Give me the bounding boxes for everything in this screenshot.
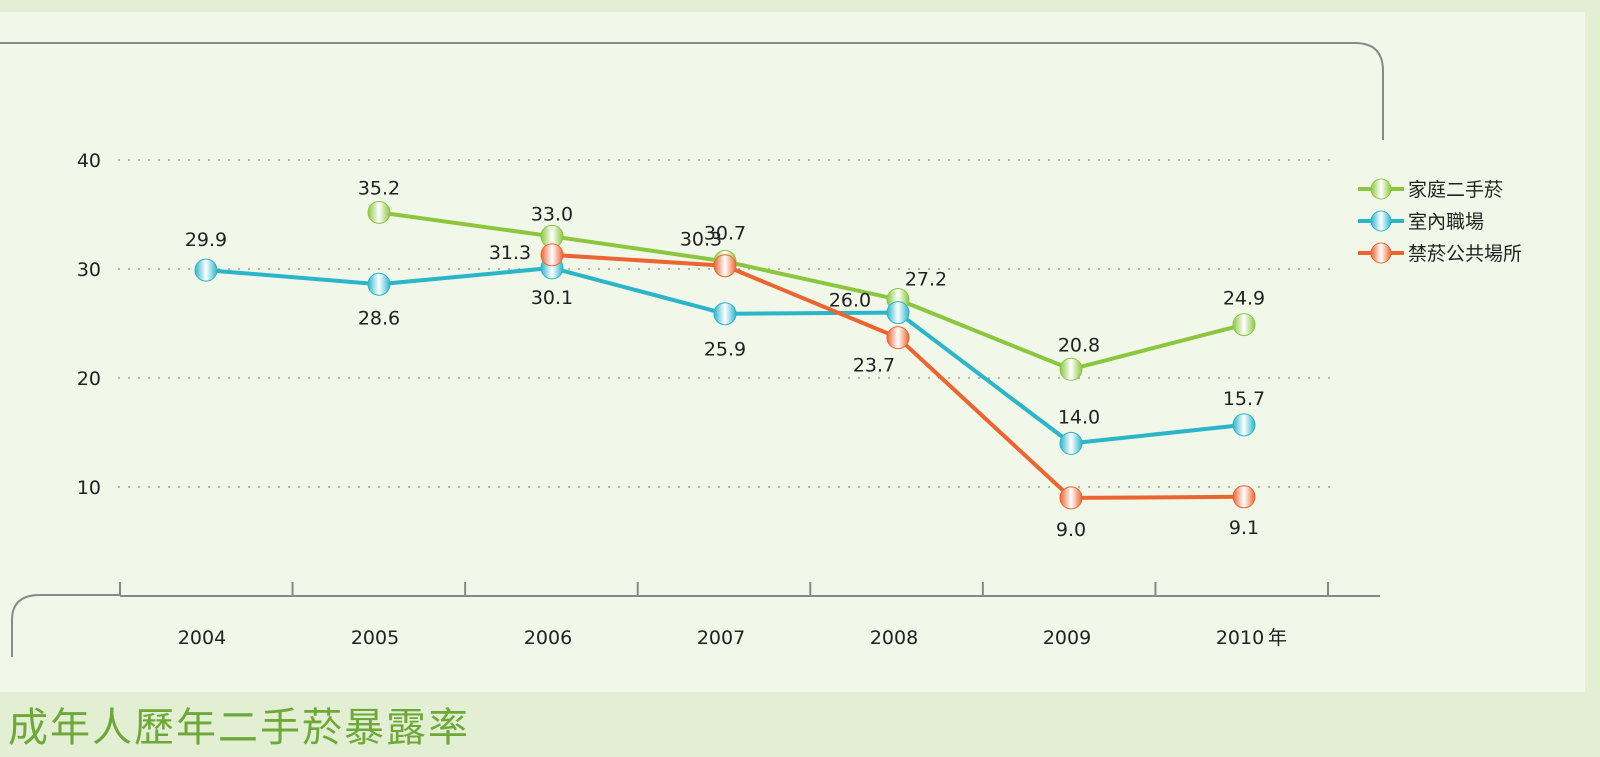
data-label: 27.2 xyxy=(905,269,947,291)
data-label: 33.0 xyxy=(531,203,573,225)
chart-title: 成年人歷年二手菸暴露率 xyxy=(8,705,470,751)
data-point xyxy=(886,301,910,325)
data-label: 30.3 xyxy=(680,229,722,251)
data-label: 9.0 xyxy=(1056,519,1086,541)
y-tick-label: 20 xyxy=(77,368,101,390)
data-label: 23.7 xyxy=(853,355,895,377)
data-label: 24.9 xyxy=(1223,288,1265,310)
legend-label: 禁菸公共場所 xyxy=(1408,243,1522,265)
legend-label: 室內職場 xyxy=(1408,211,1484,233)
x-tick-label: 2006 xyxy=(524,627,572,649)
legend-marker xyxy=(1370,210,1392,232)
data-label: 29.9 xyxy=(185,229,227,251)
x-tick-label: 2005 xyxy=(351,627,399,649)
legend-label: 家庭二手菸 xyxy=(1408,179,1503,201)
y-tick-label: 40 xyxy=(77,150,101,172)
x-axis-unit-label: 年 xyxy=(1268,627,1287,649)
data-label: 14.0 xyxy=(1058,406,1100,428)
x-tick-label: 2010 xyxy=(1216,627,1264,649)
x-tick-label: 2004 xyxy=(178,627,226,649)
data-point xyxy=(1232,413,1256,437)
data-label: 30.1 xyxy=(531,287,573,309)
data-label: 35.2 xyxy=(358,177,400,199)
data-point xyxy=(1059,431,1083,455)
x-tick-label: 2007 xyxy=(697,627,745,649)
data-point xyxy=(367,200,391,224)
data-point xyxy=(540,243,564,267)
legend-marker xyxy=(1370,178,1392,200)
data-point xyxy=(713,254,737,278)
data-point xyxy=(194,258,218,282)
data-point xyxy=(886,326,910,350)
data-label: 31.3 xyxy=(489,242,531,264)
data-point xyxy=(1059,357,1083,381)
data-point xyxy=(1232,485,1256,509)
data-label: 9.1 xyxy=(1229,517,1259,539)
chart-panel xyxy=(0,12,1585,692)
data-point xyxy=(713,302,737,326)
y-tick-label: 10 xyxy=(77,477,101,499)
data-label: 28.6 xyxy=(358,307,400,329)
data-label: 26.0 xyxy=(829,290,871,312)
data-point xyxy=(1232,313,1256,337)
legend-marker xyxy=(1370,242,1392,264)
y-tick-label: 30 xyxy=(77,259,101,281)
data-label: 30.7 xyxy=(704,222,746,244)
x-tick-label: 2008 xyxy=(870,627,918,649)
frame-bottom-bracket xyxy=(11,594,120,657)
x-tick-label: 2009 xyxy=(1043,627,1091,649)
frame-top-bracket xyxy=(0,42,1384,140)
data-point xyxy=(367,272,391,296)
data-label: 15.7 xyxy=(1223,388,1265,410)
data-point xyxy=(1059,486,1083,510)
data-label: 25.9 xyxy=(704,339,746,361)
data-label: 20.8 xyxy=(1058,334,1100,356)
series-line xyxy=(378,210,1245,372)
